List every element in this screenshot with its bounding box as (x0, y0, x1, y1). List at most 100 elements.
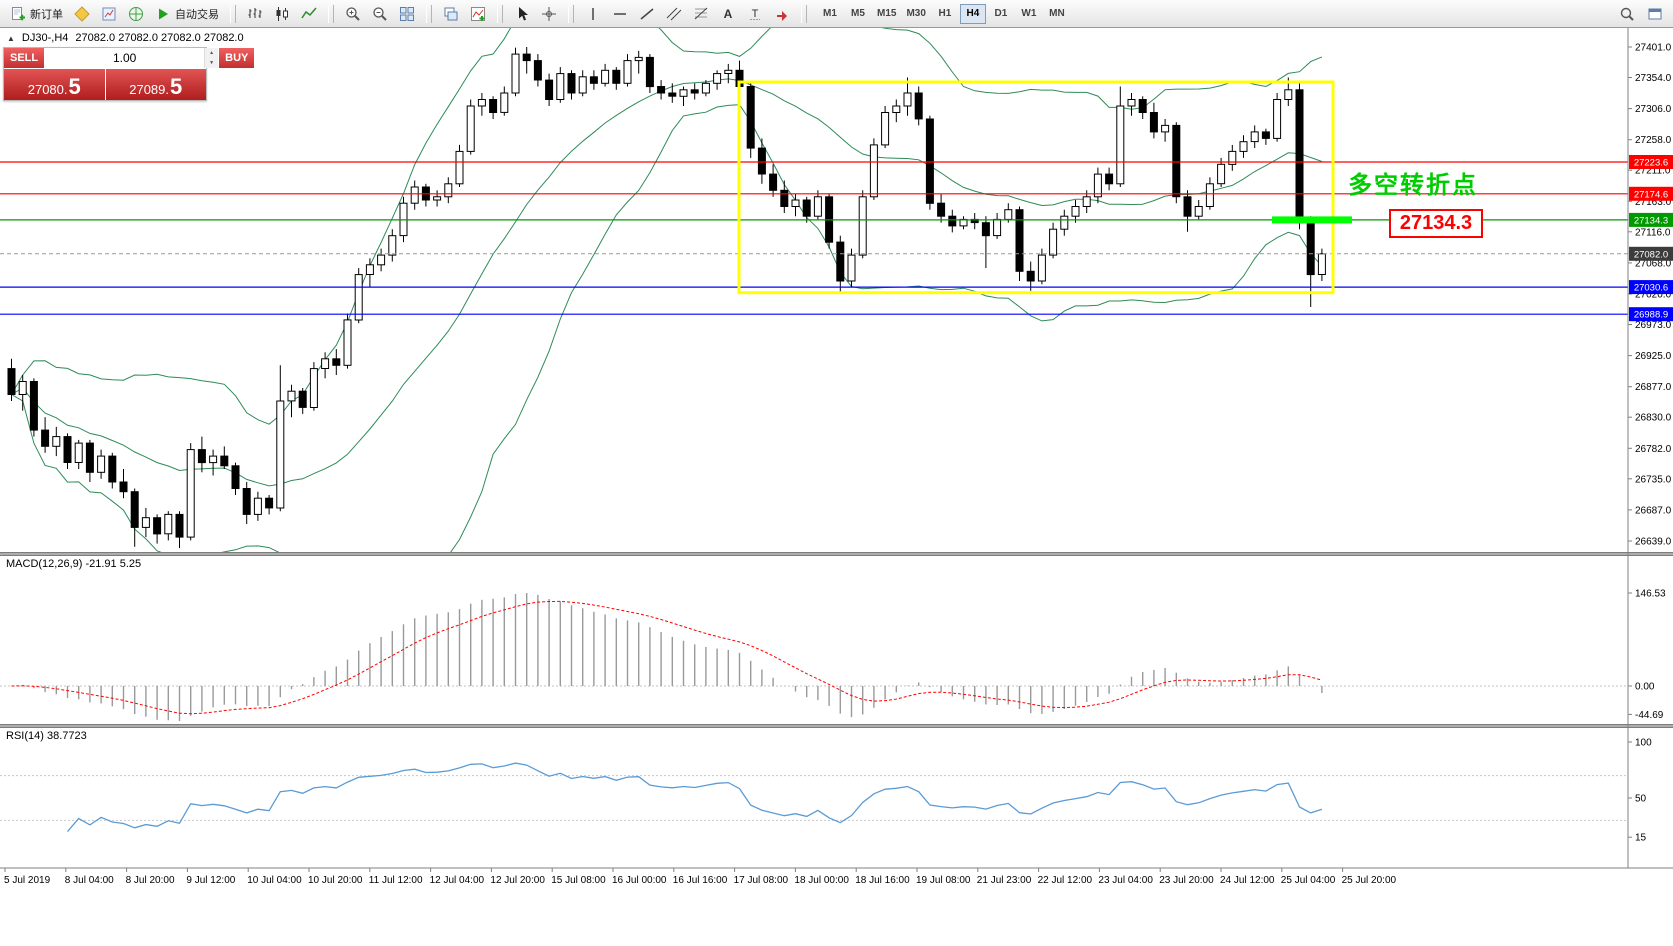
price-axis-label: 26877.0 (1635, 382, 1672, 393)
price-axis-label: 26925.0 (1635, 351, 1672, 362)
price-tag[interactable] (1629, 307, 1673, 322)
price-tag[interactable] (1629, 186, 1673, 201)
price-callout-box[interactable]: 27134.3 (1389, 209, 1483, 238)
candle-body (1183, 196, 1192, 217)
new-order-button[interactable]: 新订单 (5, 3, 68, 25)
macd-axis-label: 0.00 (1635, 682, 1655, 693)
cursor-button[interactable] (509, 3, 535, 25)
candle-body (265, 497, 274, 509)
candle-body (141, 517, 150, 528)
timeframe-d1-button[interactable]: D1 (988, 4, 1014, 24)
crosshair-button[interactable] (536, 3, 562, 25)
trendline-button[interactable] (634, 3, 660, 25)
lime-level-bar[interactable] (1272, 216, 1352, 224)
candle-body (1015, 209, 1024, 272)
price-tag[interactable] (1629, 155, 1673, 169)
crosshair-icon (542, 6, 556, 21)
timeframe-m1-button[interactable]: M1 (817, 4, 843, 24)
cascade-windows-icon (444, 7, 458, 20)
candle-body (645, 56, 654, 88)
candle-body (657, 86, 666, 94)
time-label: 10 Jul 20:00 (308, 875, 363, 886)
candle-body (7, 368, 16, 396)
volume-input[interactable] (45, 48, 205, 68)
timeframe-w1-button[interactable]: W1 (1016, 4, 1042, 24)
timeframe-h1-button[interactable]: H1 (932, 4, 958, 24)
chart-candles-button[interactable] (269, 3, 295, 25)
yellow-highlight-box[interactable] (737, 80, 1335, 295)
candle-body (1295, 89, 1304, 224)
candle-body (690, 89, 699, 94)
vertical-line-button[interactable] (580, 3, 606, 25)
chart-bars-button[interactable] (242, 3, 268, 25)
candle-body (276, 400, 285, 509)
arrow-shapes-button[interactable] (769, 3, 795, 25)
svg-text:T: T (752, 8, 759, 20)
timeframe-m5-button[interactable]: M5 (845, 4, 871, 24)
separator-macd-rsi[interactable] (0, 724, 1673, 728)
sell-price-main: 27080. (27, 81, 68, 97)
chart-region: 27401.0 27354.0 27306.0 27258.0 27211.0 27163… (0, 28, 1673, 946)
candle-body (287, 390, 296, 402)
timeframe-mn-button[interactable]: MN (1044, 4, 1070, 24)
candle-body (668, 92, 677, 97)
navigator-button[interactable] (123, 3, 149, 25)
rsi-line (67, 762, 1323, 833)
candle-body (903, 92, 912, 107)
zoom-out-button[interactable] (367, 3, 393, 25)
tile-windows-button[interactable] (394, 3, 420, 25)
text-tool-button[interactable]: A (715, 3, 741, 25)
time-label: 12 Jul 04:00 (430, 875, 485, 886)
zoom-in-icon (346, 6, 360, 21)
price-tag[interactable] (1629, 246, 1673, 261)
separator-main-macd[interactable] (0, 552, 1673, 556)
chart-ohlc-values: 27082.0 27082.0 27082.0 27082.0 (75, 32, 244, 44)
pivot-annotation-text[interactable]: 多空转折点 (1348, 172, 1478, 199)
candle-body (1161, 124, 1170, 133)
search-button[interactable] (1614, 3, 1640, 25)
candle-body (847, 254, 856, 282)
one-click-collapse-icon[interactable]: ▲ (7, 33, 15, 43)
time-label: 15 Jul 08:00 (551, 875, 606, 886)
market-watch-button[interactable] (96, 3, 122, 25)
candle-body (567, 73, 576, 94)
candle-body (410, 186, 419, 204)
price-tag-label: 27134.3 (1634, 215, 1668, 226)
cascade-windows-button[interactable] (438, 3, 464, 25)
candle-body (1060, 215, 1069, 230)
candle-body (175, 513, 184, 538)
candle-body (1217, 163, 1226, 185)
price-tag[interactable] (1629, 212, 1673, 227)
toolbar-separator (497, 4, 503, 23)
candle-body (511, 53, 520, 94)
candle-body (242, 488, 251, 515)
toolbar: 新订单 自动交易 (0, 0, 1673, 28)
volume-down-button[interactable]: ▼ (205, 58, 219, 68)
candle-body (85, 442, 94, 473)
chart-line-button[interactable] (296, 3, 322, 25)
metaeditor-button[interactable] (69, 3, 95, 25)
time-label: 17 Jul 08:00 (734, 875, 789, 886)
timeframe-group: M1 M5 M15 M30 H1 H4 D1 W1 MN (817, 3, 1070, 24)
candle-body (52, 436, 61, 447)
indicators-button[interactable] (465, 3, 491, 25)
zoom-in-button[interactable] (340, 3, 366, 25)
label-tool-button[interactable]: T (742, 3, 768, 25)
timeframe-h4-button[interactable]: H4 (959, 3, 986, 24)
sell-button[interactable]: SELL (4, 48, 45, 68)
autotrading-icon (159, 8, 168, 19)
new-window-button[interactable] (1642, 3, 1668, 25)
timeframe-m15-button[interactable]: M15 (873, 4, 900, 24)
channel-button[interactable] (661, 3, 687, 25)
candle-body (298, 390, 307, 408)
horizontal-line-button[interactable] (607, 3, 633, 25)
fibonacci-button[interactable] (688, 3, 714, 25)
price-tag[interactable] (1629, 280, 1673, 295)
sell-price-display[interactable]: 27080. 5 (4, 69, 105, 100)
volume-up-button[interactable]: ▲ (205, 48, 219, 58)
buy-button[interactable]: BUY (219, 48, 255, 68)
timeframe-m30-button[interactable]: M30 (902, 4, 929, 24)
autotrading-button[interactable]: 自动交易 (150, 3, 224, 25)
buy-price-display[interactable]: 27089. 5 (104, 69, 206, 100)
candle-body (1116, 105, 1125, 185)
